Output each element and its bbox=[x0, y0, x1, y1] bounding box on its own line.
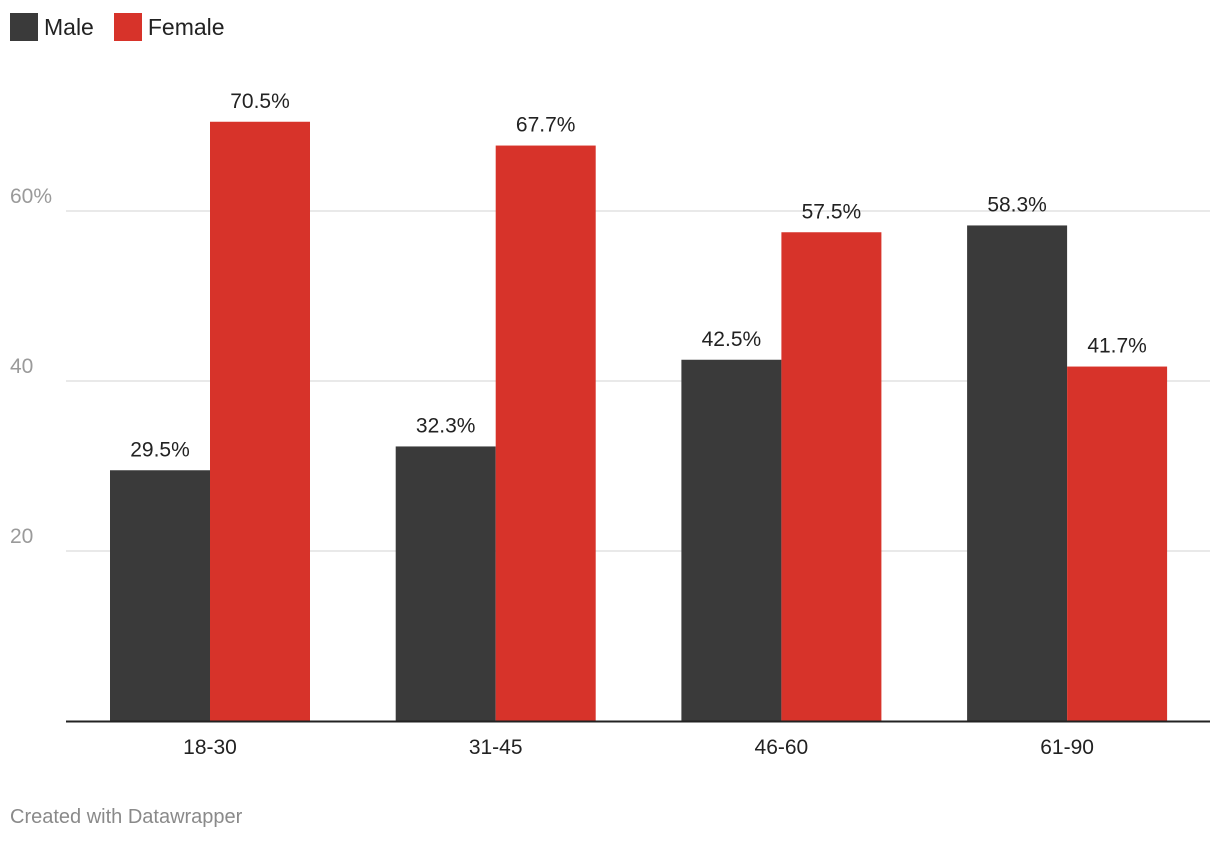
x-tick-label: 18-30 bbox=[183, 736, 237, 759]
data-label: 70.5% bbox=[230, 90, 290, 113]
bar-female-18-30 bbox=[210, 121, 310, 721]
data-label: 57.5% bbox=[802, 200, 862, 223]
bar-female-31-45 bbox=[495, 145, 596, 722]
bar-male-31-45 bbox=[395, 446, 496, 721]
x-tick-label: 31-45 bbox=[469, 736, 523, 759]
data-label: 58.3% bbox=[987, 193, 1047, 216]
legend-swatch-male bbox=[10, 13, 38, 41]
legend-swatch-female bbox=[113, 13, 142, 41]
bar-male-18-30 bbox=[110, 470, 210, 721]
y-tick-label: 40 bbox=[10, 355, 33, 378]
legend-item-female: Female bbox=[113, 13, 225, 41]
bar-male-46-60 bbox=[681, 359, 782, 721]
y-tick-label: 60% bbox=[10, 185, 52, 208]
x-tick-label: 61-90 bbox=[1040, 736, 1094, 759]
chart-legend: Male Female bbox=[10, 12, 245, 42]
bar-female-46-60 bbox=[781, 232, 882, 721]
bar-male-61-90 bbox=[967, 225, 1068, 721]
data-label: 29.5% bbox=[130, 438, 190, 461]
legend-item-male: Male bbox=[10, 13, 94, 41]
data-label: 42.5% bbox=[702, 328, 762, 351]
legend-label-female: Female bbox=[147, 14, 225, 40]
x-tick-label: 46-60 bbox=[755, 736, 809, 759]
footer-credit: Created with Datawrapper bbox=[10, 806, 243, 828]
data-label: 67.7% bbox=[516, 114, 576, 137]
data-label: 41.7% bbox=[1087, 335, 1147, 358]
bar-female-61-90 bbox=[1067, 366, 1168, 721]
y-tick-label: 20 bbox=[10, 525, 33, 548]
legend-label-male: Male bbox=[44, 14, 94, 40]
data-label: 32.3% bbox=[416, 414, 476, 437]
